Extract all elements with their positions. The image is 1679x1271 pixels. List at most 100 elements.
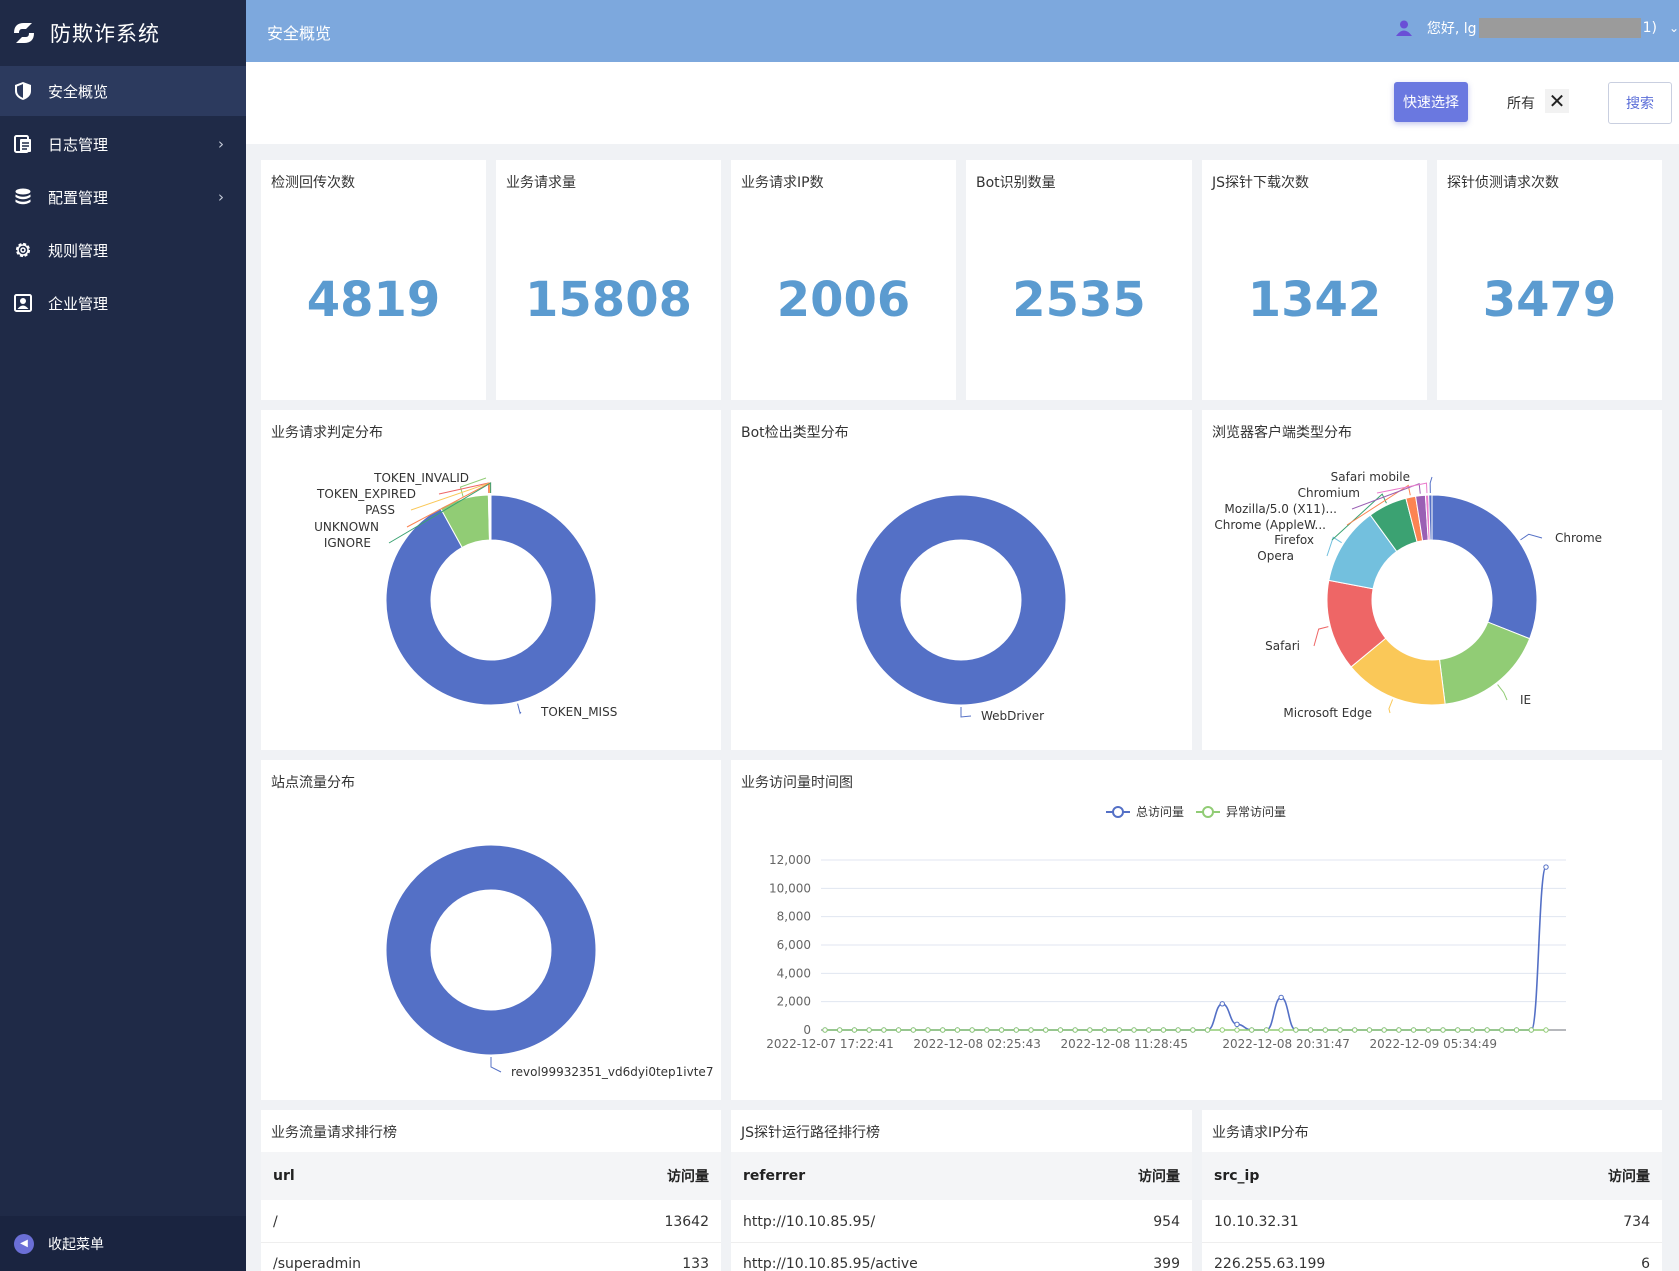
- data-point[interactable]: [925, 1027, 931, 1033]
- row-value: 399: [1153, 1255, 1180, 1271]
- close-icon[interactable]: ✕: [1545, 89, 1569, 113]
- y-tick-label: 2,000: [777, 995, 811, 1009]
- data-point[interactable]: [881, 1027, 887, 1033]
- search-button[interactable]: 搜索: [1608, 82, 1672, 124]
- data-point[interactable]: [984, 1027, 990, 1033]
- collapse-label: 收起菜单: [48, 1236, 104, 1253]
- sidebar-item-config[interactable]: 配置管理 ›: [0, 172, 246, 222]
- data-point[interactable]: [1028, 1027, 1034, 1033]
- user-menu[interactable]: 您好, lg 1) ⌄: [1395, 18, 1679, 38]
- data-point[interactable]: [1278, 1027, 1284, 1033]
- legend-marker[interactable]: [1112, 806, 1124, 818]
- data-point[interactable]: [1410, 1027, 1417, 1033]
- column-header: 访问量: [667, 1169, 709, 1185]
- data-point[interactable]: [1528, 1027, 1534, 1033]
- sidebar-item-enterprise[interactable]: 企业管理: [0, 278, 246, 328]
- redacted-username: [1478, 18, 1641, 38]
- data-point[interactable]: [1087, 1027, 1093, 1033]
- data-point[interactable]: [1543, 1027, 1549, 1033]
- data-point[interactable]: [1190, 1027, 1196, 1033]
- legend-label[interactable]: 总访问量: [1136, 805, 1184, 819]
- data-point[interactable]: [1469, 1027, 1476, 1033]
- data-point[interactable]: [940, 1027, 946, 1033]
- data-point[interactable]: [910, 1027, 916, 1033]
- pie-slice[interactable]: [489, 494, 492, 541]
- table-header: url 访问量: [261, 1152, 721, 1200]
- data-point[interactable]: [822, 1027, 828, 1033]
- data-point[interactable]: [1293, 1027, 1299, 1033]
- data-point[interactable]: [1131, 1027, 1137, 1033]
- data-point[interactable]: [1322, 1027, 1328, 1033]
- data-point[interactable]: [1425, 1027, 1431, 1033]
- data-point[interactable]: [837, 1027, 843, 1033]
- data-point[interactable]: [1160, 1027, 1167, 1033]
- data-point[interactable]: [1278, 994, 1284, 1001]
- y-tick-label: 0: [803, 1023, 811, 1037]
- data-point[interactable]: [954, 1027, 961, 1033]
- data-point[interactable]: [1337, 1027, 1343, 1033]
- pie-slice[interactable]: [1428, 494, 1433, 541]
- collapse-menu-button[interactable]: ◀ 收起菜单: [0, 1216, 246, 1271]
- data-point[interactable]: [1101, 1027, 1108, 1033]
- data-point[interactable]: [969, 1027, 975, 1033]
- data-point[interactable]: [1513, 1027, 1520, 1033]
- table-header: src_ip 访问量: [1202, 1152, 1662, 1200]
- pie-slice[interactable]: [385, 844, 597, 1056]
- judgement-pie-chart: TOKEN_MISS TOKEN_INVALID TOKEN_EXPIRED PASS…: [314, 471, 617, 719]
- data-point[interactable]: [1263, 1027, 1270, 1033]
- data-point[interactable]: [1013, 1027, 1019, 1033]
- data-point[interactable]: [1234, 1021, 1240, 1028]
- pie-slice[interactable]: [385, 494, 597, 706]
- stat-label: 业务请求IP数: [741, 175, 824, 191]
- data-point[interactable]: [1366, 1027, 1373, 1033]
- data-point[interactable]: [866, 1027, 872, 1033]
- sidebar-item-rules[interactable]: 规则管理: [0, 225, 246, 275]
- pie-label: Chrome (AppleW...: [1214, 518, 1326, 532]
- data-point[interactable]: [1484, 1027, 1490, 1033]
- chart-title: 业务请求判定分布: [271, 425, 383, 441]
- sidebar-item-overview[interactable]: 安全概览: [0, 66, 246, 116]
- chevron-right-icon: ›: [218, 188, 224, 206]
- data-point[interactable]: [1219, 1027, 1225, 1033]
- data-point[interactable]: [1499, 1027, 1505, 1033]
- data-point[interactable]: [1307, 1027, 1314, 1033]
- data-point[interactable]: [998, 1027, 1005, 1033]
- data-point[interactable]: [1175, 1027, 1181, 1033]
- legend-marker[interactable]: [1202, 806, 1214, 818]
- ip-distribution-card: 业务请求IP分布 src_ip 访问量 10.10.32.31 734 226.…: [1202, 1110, 1662, 1271]
- data-point[interactable]: [1381, 1027, 1387, 1033]
- row-value: 6: [1641, 1255, 1650, 1271]
- pie-label-line: [1376, 482, 1428, 494]
- data-point[interactable]: [895, 1027, 902, 1033]
- data-point[interactable]: [1440, 1027, 1446, 1033]
- pie-slice[interactable]: [1431, 494, 1538, 640]
- data-point[interactable]: [1057, 1027, 1064, 1033]
- data-point[interactable]: [1219, 1001, 1225, 1007]
- pie-label: TOKEN_INVALID: [373, 471, 469, 485]
- data-point[interactable]: [1116, 1027, 1122, 1033]
- sidebar-item-logs[interactable]: 日志管理 ›: [0, 119, 246, 169]
- data-point[interactable]: [1455, 1027, 1461, 1033]
- row-value: 133: [682, 1255, 709, 1271]
- data-point[interactable]: [1396, 1027, 1402, 1033]
- user-card-icon: [12, 292, 34, 314]
- pie-label: Microsoft Edge: [1283, 706, 1372, 720]
- data-point[interactable]: [1234, 1027, 1240, 1033]
- quick-select-button[interactable]: 快速选择: [1394, 82, 1468, 122]
- data-point[interactable]: [851, 1027, 858, 1033]
- data-point[interactable]: [1072, 1027, 1078, 1033]
- legend-label[interactable]: 异常访问量: [1226, 805, 1286, 819]
- y-tick-label: 12,000: [769, 853, 811, 867]
- pie-label-line: [1351, 483, 1421, 510]
- pie-slice[interactable]: [1438, 621, 1531, 705]
- data-point[interactable]: [1146, 1027, 1152, 1033]
- stat-card: 检测回传次数 4819: [261, 160, 486, 400]
- pie-label: TOKEN_MISS: [540, 705, 617, 719]
- table-header: referrer 访问量: [731, 1152, 1192, 1200]
- data-point[interactable]: [1204, 1027, 1211, 1033]
- data-point[interactable]: [1352, 1027, 1358, 1033]
- data-point[interactable]: [1543, 864, 1549, 870]
- data-point[interactable]: [1043, 1027, 1049, 1033]
- pie-slice[interactable]: [855, 494, 1067, 706]
- data-point[interactable]: [1249, 1027, 1255, 1033]
